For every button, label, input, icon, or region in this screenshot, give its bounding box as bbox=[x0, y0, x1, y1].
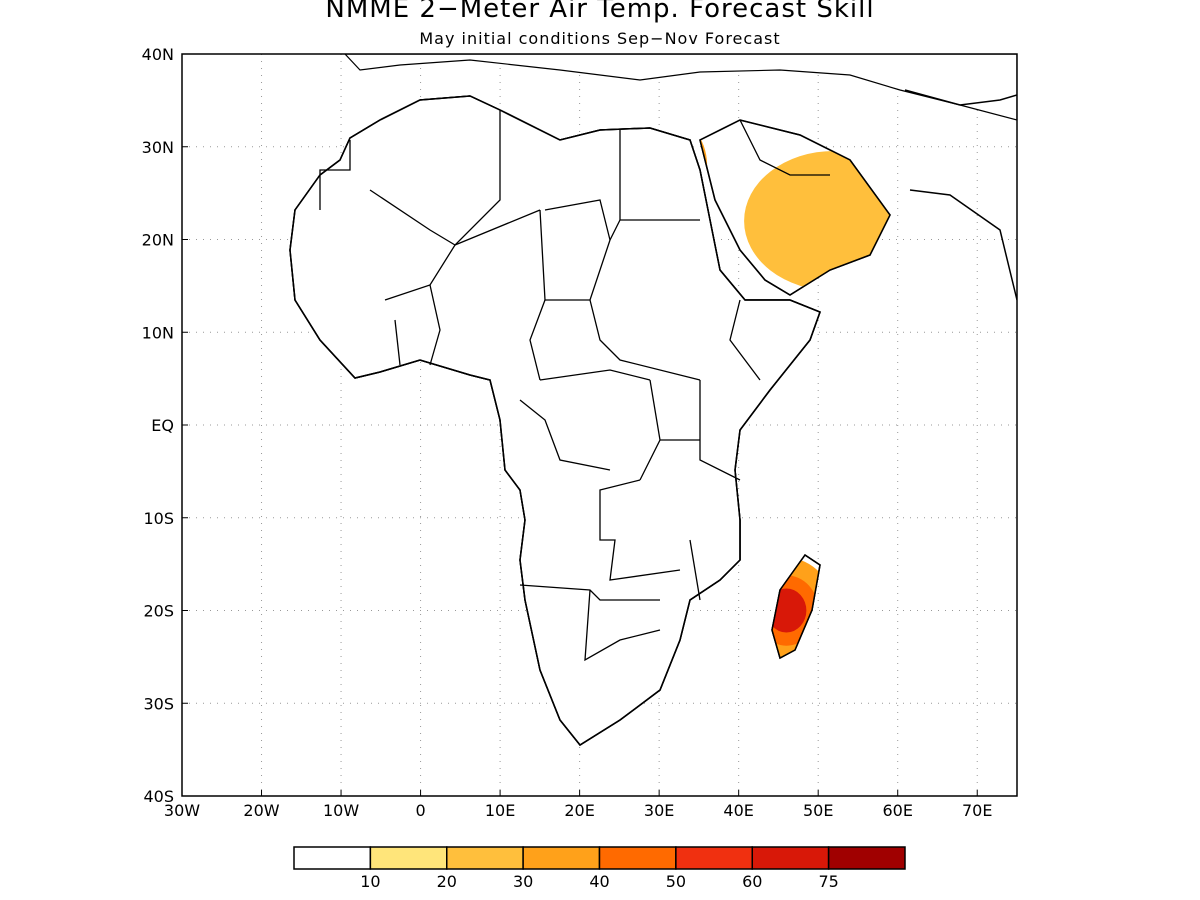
colorbar-swatch-5 bbox=[675, 846, 753, 870]
x-tick-label-8: 50E bbox=[803, 801, 833, 820]
x-tick-label-9: 60E bbox=[882, 801, 912, 820]
x-axis: 30W 20W 10W 0 10E 20E 30E 40E 50E 60E 70E bbox=[164, 790, 992, 820]
x-tick-label-1: 20W bbox=[243, 801, 279, 820]
map-subtitle: May initial conditions Sep−Nov Forecast bbox=[419, 29, 781, 48]
colorbar-label-3: 40 bbox=[589, 872, 609, 891]
country-borders bbox=[319, 110, 830, 662]
colorbar-swatch-7 bbox=[827, 846, 906, 870]
map-title: NMME 2−Meter Air Temp. Forecast Skill bbox=[325, 0, 875, 24]
y-tick-label-2: 20N bbox=[142, 231, 174, 250]
y-tick-label-8: 40S bbox=[143, 787, 174, 806]
colorbar-swatch-1 bbox=[369, 846, 448, 870]
colorbar-label-0: 10 bbox=[360, 872, 380, 891]
colorbar-label-6: 75 bbox=[818, 872, 838, 891]
y-axis: 40N 30N 20N 10N EQ 10S 20S 30S 40S bbox=[142, 45, 188, 806]
y-tick-label-3: 10N bbox=[142, 323, 174, 342]
x-tick-label-10: 70E bbox=[962, 801, 992, 820]
colorbar-label-1: 20 bbox=[437, 872, 457, 891]
colorbar-label-5: 60 bbox=[742, 872, 762, 891]
y-tick-label-4: EQ bbox=[151, 416, 174, 435]
colorbar: 10 20 30 40 50 60 75 bbox=[293, 846, 906, 891]
x-tick-label-3: 0 bbox=[415, 801, 425, 820]
colorbar-swatch-3 bbox=[522, 846, 601, 870]
skill-band-2 bbox=[744, 150, 925, 291]
colorbar-label-4: 50 bbox=[666, 872, 686, 891]
y-tick-label-7: 30S bbox=[143, 694, 174, 713]
colorbar-swatch-4 bbox=[598, 846, 677, 870]
x-tick-label-7: 40E bbox=[723, 801, 753, 820]
x-tick-label-4: 10E bbox=[485, 801, 515, 820]
colorbar-swatch-6 bbox=[751, 846, 830, 870]
x-tick-label-6: 30E bbox=[644, 801, 674, 820]
colorbar-label-2: 30 bbox=[513, 872, 533, 891]
x-tick-label-0: 30W bbox=[164, 801, 200, 820]
x-tick-label-5: 20E bbox=[564, 801, 594, 820]
y-tick-label-1: 30N bbox=[142, 138, 174, 157]
colorbar-swatch-0 bbox=[293, 846, 372, 870]
y-tick-label-0: 40N bbox=[142, 45, 174, 64]
x-tick-label-2: 10W bbox=[323, 801, 359, 820]
colorbar-swatch-2 bbox=[446, 846, 524, 870]
y-tick-label-6: 20S bbox=[143, 602, 174, 621]
y-tick-label-5: 10S bbox=[143, 509, 174, 528]
southern-europe bbox=[344, 54, 1017, 121]
